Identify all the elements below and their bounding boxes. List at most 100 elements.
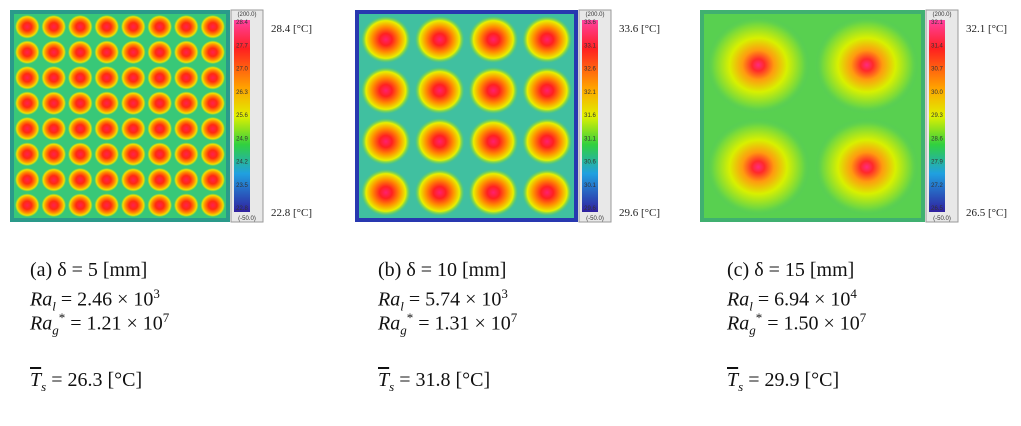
hot-cell [361, 169, 411, 216]
hot-cell [15, 143, 40, 167]
hot-cell [95, 168, 120, 192]
hot-cell [42, 15, 67, 39]
hot-cell [522, 169, 572, 216]
hot-cell [361, 118, 411, 165]
colorbar-tick: 24.2 [236, 160, 248, 166]
hot-cell [15, 117, 40, 141]
hot-cell [174, 66, 199, 90]
hot-cell [706, 118, 811, 216]
hot-cell [15, 41, 40, 65]
value: = 1.21 × 10 [65, 313, 163, 335]
min-label: 22.8 [°C] [271, 207, 312, 219]
mean-temperature: Ts = 29.9 [°C] [727, 368, 839, 399]
hot-cell [174, 168, 199, 192]
colorbar-tick: 32.1 [931, 20, 943, 26]
colorbar-tick: 33.6 [584, 20, 596, 26]
hot-cell [201, 117, 226, 141]
caption-title: (a) δ = 5 [mm] [30, 258, 147, 282]
colorbar-tick: 29.3 [931, 113, 943, 119]
hot-cell [148, 41, 173, 65]
min-label: 29.6 [°C] [619, 207, 660, 219]
hot-cell [95, 117, 120, 141]
hot-cell [148, 168, 173, 192]
colorbar-tick: 30.1 [584, 183, 596, 189]
hot-cell [469, 118, 519, 165]
title: (c) δ = 15 [mm] [727, 259, 854, 281]
hot-cell [121, 41, 146, 65]
colorbar-tick: 27.9 [931, 160, 943, 166]
max-label: 32.1 [°C] [966, 23, 1007, 35]
colorbar-bottom: (-50.0) [933, 216, 951, 222]
colorbar-tick: 31.6 [584, 113, 596, 119]
hot-cell [15, 15, 40, 39]
colorbar-top: (200.0) [237, 12, 256, 18]
colorbar-tick: 25.6 [236, 113, 248, 119]
colorbar-tick: 30.0 [931, 90, 943, 96]
hot-cell [201, 15, 226, 39]
hot-cell [148, 15, 173, 39]
caption-title: (c) δ = 15 [mm] [727, 258, 854, 282]
colorbar-tick: 27.0 [236, 67, 248, 73]
hot-cell [201, 41, 226, 65]
exponent: 7 [860, 310, 867, 325]
colorbar-tick: 31.1 [584, 136, 596, 142]
hot-cell [522, 67, 572, 114]
hot-cell [15, 66, 40, 90]
hot-cell [95, 15, 120, 39]
symbol: Ra [378, 313, 400, 335]
hot-cell [148, 194, 173, 218]
symbol: T [378, 369, 389, 391]
hot-cell [68, 66, 93, 90]
colorbar-tick: 32.1 [584, 90, 596, 96]
max-label: 33.6 [°C] [619, 23, 660, 35]
exponent: 3 [501, 286, 508, 301]
hot-cell [42, 66, 67, 90]
hot-cell [15, 92, 40, 116]
hot-cell [42, 168, 67, 192]
hot-cell [201, 92, 226, 116]
hot-cell [42, 117, 67, 141]
colorbar-tick: 27.2 [931, 183, 943, 189]
colorbar-bottom: (-50.0) [586, 216, 604, 222]
hot-cell [361, 16, 411, 63]
hot-cell [174, 194, 199, 218]
hot-cell [148, 143, 173, 167]
hot-cell [42, 194, 67, 218]
hot-cell [522, 118, 572, 165]
colorbar-tick: 28.4 [236, 20, 248, 26]
rayleigh-ra_g: Rag* = 1.31 × 107 [378, 306, 517, 343]
hot-cell [174, 117, 199, 141]
exponent: 4 [850, 286, 857, 301]
hot-cell [201, 66, 226, 90]
hot-cell [68, 168, 93, 192]
colorbar-tick: 32.6 [584, 67, 596, 73]
hot-cell [68, 143, 93, 167]
mean-temperature: Ts = 26.3 [°C] [30, 368, 142, 399]
figure: (200.0)(-50.0)28.427.727.026.325.624.924… [0, 0, 1021, 426]
hot-cell [42, 143, 67, 167]
exponent: 7 [163, 310, 170, 325]
hot-cell [68, 41, 93, 65]
hot-cell [415, 118, 465, 165]
symbol: Ra [30, 313, 52, 335]
hot-cell [815, 16, 920, 114]
hot-cell [201, 194, 226, 218]
exponent: 3 [153, 286, 160, 301]
hot-cell [174, 92, 199, 116]
min-label: 26.5 [°C] [966, 207, 1007, 219]
value: = 31.8 [°C] [394, 369, 490, 391]
hot-cell [68, 117, 93, 141]
symbol: T [727, 369, 738, 391]
colorbar-tick: 33.1 [584, 43, 596, 49]
hot-cell [95, 143, 120, 167]
hot-cell [415, 169, 465, 216]
rayleigh-ra_g: Rag* = 1.50 × 107 [727, 306, 866, 343]
hot-cell [95, 41, 120, 65]
hot-cell [201, 168, 226, 192]
hot-cell [95, 92, 120, 116]
hot-cell [95, 194, 120, 218]
hot-cell [121, 66, 146, 90]
hot-cell [121, 117, 146, 141]
hot-cell [201, 143, 226, 167]
value: = 1.31 × 10 [413, 313, 511, 335]
